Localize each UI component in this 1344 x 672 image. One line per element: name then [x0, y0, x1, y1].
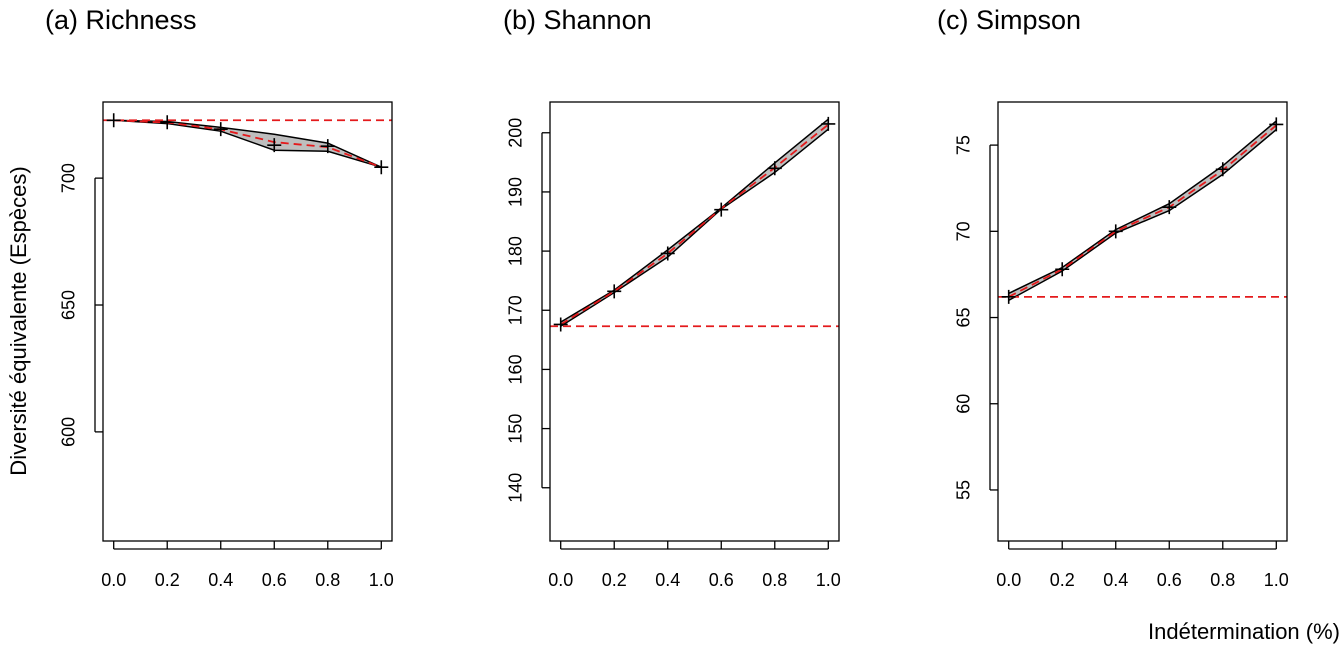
- y-tick-label: 140: [506, 473, 526, 503]
- y-tick-label: 700: [59, 163, 79, 193]
- observed-point: [1162, 200, 1177, 215]
- y-tick-label: 65: [954, 308, 974, 328]
- x-tick-label: 0.4: [655, 570, 680, 590]
- x-tick-label: 0.4: [1103, 570, 1128, 590]
- observed-point: [374, 160, 389, 175]
- x-tick-label: 0.8: [762, 570, 787, 590]
- chart-title: (c) Simpson: [937, 5, 1081, 35]
- x-tick-label: 0.2: [1050, 570, 1075, 590]
- envelope-fill: [113, 120, 382, 168]
- x-tick-label: 0.6: [1157, 570, 1182, 590]
- x-tick-label: 0.6: [262, 570, 287, 590]
- x-tick-label: 1.0: [816, 570, 841, 590]
- x-tick-label: 1.0: [1264, 570, 1289, 590]
- observed-point: [160, 115, 175, 130]
- x-tick-label: 0.0: [996, 570, 1021, 590]
- y-tick-label: 60: [954, 394, 974, 414]
- observed-point: [267, 138, 282, 153]
- observed-point: [660, 246, 675, 261]
- observed-point: [106, 113, 121, 128]
- envelope-line: [1008, 129, 1277, 301]
- observed-point: [553, 317, 568, 332]
- x-tick-label: 0.6: [709, 570, 734, 590]
- x-axis-label: Indétermination (%): [1148, 619, 1340, 644]
- y-tick-label: 180: [506, 236, 526, 266]
- y-tick-label: 150: [506, 414, 526, 444]
- x-tick-label: 0.8: [1210, 570, 1235, 590]
- y-tick-label: 600: [59, 417, 79, 447]
- y-axis-label: Diversité équivalente (Espèces): [6, 166, 31, 475]
- y-tick-label: 170: [506, 295, 526, 325]
- observed-point: [1001, 289, 1016, 304]
- mean-line: [560, 123, 829, 326]
- x-tick-label: 0.8: [315, 570, 340, 590]
- y-tick-label: 55: [954, 480, 974, 500]
- chart-title: (a) Richness: [45, 5, 197, 35]
- y-tick-label: 160: [506, 354, 526, 384]
- observed-point: [1269, 117, 1284, 132]
- envelope-line: [560, 118, 829, 323]
- y-tick-label: 200: [506, 118, 526, 148]
- observed-point: [714, 202, 729, 217]
- y-tick-label: 650: [59, 290, 79, 320]
- plot-frame: [997, 101, 1288, 542]
- envelope-line: [1008, 120, 1277, 295]
- observed-point: [1055, 262, 1070, 277]
- x-tick-label: 1.0: [369, 570, 394, 590]
- observed-point: [1108, 224, 1123, 239]
- mean-line: [1008, 124, 1277, 298]
- y-tick-label: 190: [506, 177, 526, 207]
- envelope-line: [113, 119, 382, 168]
- plot-frame: [102, 101, 393, 542]
- observed-point: [821, 116, 836, 131]
- y-tick-label: 70: [954, 221, 974, 241]
- x-tick-label: 0.0: [101, 570, 126, 590]
- observed-point: [607, 284, 622, 299]
- observed-point: [1215, 162, 1230, 177]
- mean-line: [113, 119, 382, 169]
- x-tick-label: 0.2: [155, 570, 180, 590]
- x-tick-label: 0.0: [548, 570, 573, 590]
- y-tick-label: 75: [954, 135, 974, 155]
- plot-frame: [549, 101, 840, 542]
- observed-point: [767, 161, 782, 176]
- envelope-fill: [560, 119, 829, 327]
- chart-title: (b) Shannon: [503, 5, 652, 35]
- x-tick-label: 0.2: [602, 570, 627, 590]
- envelope-line: [113, 119, 382, 168]
- x-tick-label: 0.4: [208, 570, 233, 590]
- observed-point: [213, 122, 228, 137]
- envelope-line: [560, 128, 829, 327]
- observed-point: [320, 139, 335, 154]
